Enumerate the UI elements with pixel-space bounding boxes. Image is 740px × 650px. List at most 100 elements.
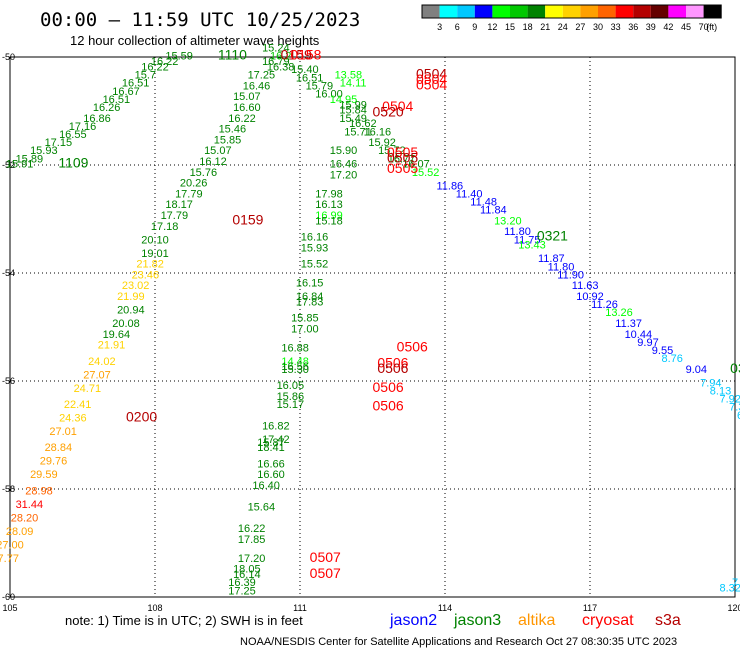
wave-height-label: 24.36 (59, 413, 87, 425)
pass-time-label: 0200 (126, 409, 157, 425)
satellite-name: cryosat (582, 612, 634, 629)
plot-frame (9, 56, 736, 598)
wave-height-label: 6.1 (737, 410, 740, 422)
wave-height-label: 11.86 (436, 180, 463, 192)
colorbar-value: 9 (472, 22, 477, 32)
chart-title: 00:00 – 11:59 UTC 10/25/2023 (40, 9, 360, 31)
pass-time-label: 0506 (397, 338, 428, 354)
pass-time-label: 0321 (537, 228, 568, 244)
colorbar-value: 70 (699, 22, 709, 32)
pass-time-label: 0504 (382, 98, 413, 114)
wave-height-label: 16.55 (59, 129, 87, 141)
colorbar-swatch (527, 5, 546, 18)
satellite-name: s3a (655, 612, 681, 629)
wave-height-label: 16.79 (262, 56, 290, 68)
pass-time-label: 0507 (310, 565, 341, 581)
colorbar-value: 12 (487, 22, 497, 32)
wave-height-label: 29.76 (40, 456, 68, 468)
colorbar-swatch (422, 5, 440, 18)
wave-height-label: 15.71 (344, 126, 372, 138)
pass-time-label: 0505 (387, 149, 418, 165)
wave-height-label: 17.00 (291, 323, 319, 335)
wave-height-label: 17.98 (315, 188, 343, 200)
x-tick-label: 105 (2, 603, 17, 613)
colorbar-swatch (562, 5, 581, 18)
colorbar-swatch (510, 5, 528, 18)
wave-height-label: 16.67 (112, 86, 140, 98)
wave-height-label: 16.14 (233, 569, 261, 581)
wave-height-label: 11.48 (470, 197, 497, 209)
wave-height-label: 15.07 (204, 145, 232, 157)
wave-height-label: 28.20 (11, 512, 39, 524)
pass-time-label: 0504 (416, 66, 447, 82)
colorbar-value: 42 (663, 22, 673, 32)
wave-height-label: 16.84 (296, 291, 324, 303)
wave-height-label: 15.93 (301, 242, 329, 254)
wave-height-label: 16.99 (315, 210, 343, 222)
pass-time-label: 0506 (377, 360, 408, 376)
colorbar-swatch (668, 5, 686, 18)
wave-height-label: 16.51 (296, 72, 324, 84)
wave-height-label: 17.25 (228, 585, 256, 597)
wave-height-label: 16.60 (233, 102, 261, 114)
wave-height-label: 11.40 (456, 188, 483, 200)
wave-height-label: 16.46 (330, 159, 358, 171)
wave-height-label: 16.88 (281, 342, 309, 354)
wave-height-label: 15.07 (233, 91, 261, 103)
wave-height-label: 27.01 (49, 426, 77, 438)
wave-height-label: 15.52 (412, 167, 440, 179)
wave-height-label: 17.42 (262, 434, 290, 446)
wave-height-label: 16.56 (281, 361, 309, 373)
wave-height-label: 15.18 (315, 215, 343, 227)
pass-time-label: 0506 (373, 379, 404, 395)
wave-height-label: 15.87 (257, 437, 285, 449)
y-tick-label: -60 (2, 592, 15, 602)
chart-subtitle: 12 hour collection of altimeter wave hei… (70, 33, 320, 48)
pass-time-label: 0159 (281, 47, 312, 63)
wave-height-label: 20.26 (180, 178, 208, 190)
wave-height-label: 9.55 (652, 345, 673, 357)
pass-time-label: 0504 (416, 76, 447, 92)
wave-height-label: 11.80 (504, 226, 531, 238)
wave-height-label: 15.17 (277, 399, 305, 411)
satellite-name: jason3 (453, 612, 501, 629)
wave-height-label: 15.40 (291, 64, 319, 76)
pass-time-label: 1110 (218, 47, 247, 63)
wave-height-label: 16.39 (228, 577, 256, 589)
wave-height-label: 17.20 (238, 553, 266, 565)
colorbar-value: 45 (681, 22, 691, 32)
wave-height-label: 16.22 (228, 113, 256, 125)
wave-height-label: 28.98 (25, 485, 53, 497)
colorbar-value: 15 (505, 22, 515, 32)
wave-height-label: 18.41 (257, 442, 285, 454)
pass-time-label: 0158 (290, 47, 321, 63)
wave-height-label: 20.94 (117, 305, 145, 317)
y-tick-label: -54 (2, 268, 15, 278)
wave-height-label: 16.62 (349, 118, 377, 130)
wave-height-label: 18.17 (165, 199, 193, 211)
wave-height-label: 16.40 (252, 480, 280, 492)
wave-height-label: 16.77 (388, 153, 416, 165)
wave-height-label: 16.22 (141, 62, 169, 74)
pass-time-label: 0322 (730, 360, 740, 376)
wave-height-label: 15.84 (339, 105, 367, 117)
wave-height-label: 14.48 (281, 356, 309, 368)
wave-height-label: 16.38 (267, 62, 295, 74)
wave-height-label: 15.76 (190, 167, 218, 179)
wave-height-label: 7.92 (719, 394, 740, 406)
wave-height-label: 16.13 (315, 199, 343, 211)
wave-height-label: 27.00 (0, 539, 24, 551)
colorbar-value: 24 (558, 22, 568, 32)
wave-height-label: 13.43 (518, 240, 546, 252)
wave-height-label: 8.76 (661, 353, 682, 365)
wave-height-label: 15.72 (378, 145, 406, 157)
wave-height-label: 28.84 (45, 442, 73, 454)
wave-height-label: 15.91 (6, 159, 34, 171)
data-points: 15.9115.8915.9317.1516.5517.1616.8616.26… (0, 43, 740, 598)
wave-height-label: 21.82 (136, 259, 164, 271)
wave-height-label: 17.85 (238, 534, 266, 546)
colorbar-swatch (580, 5, 598, 18)
wave-height-label: 16.2 (270, 51, 291, 63)
